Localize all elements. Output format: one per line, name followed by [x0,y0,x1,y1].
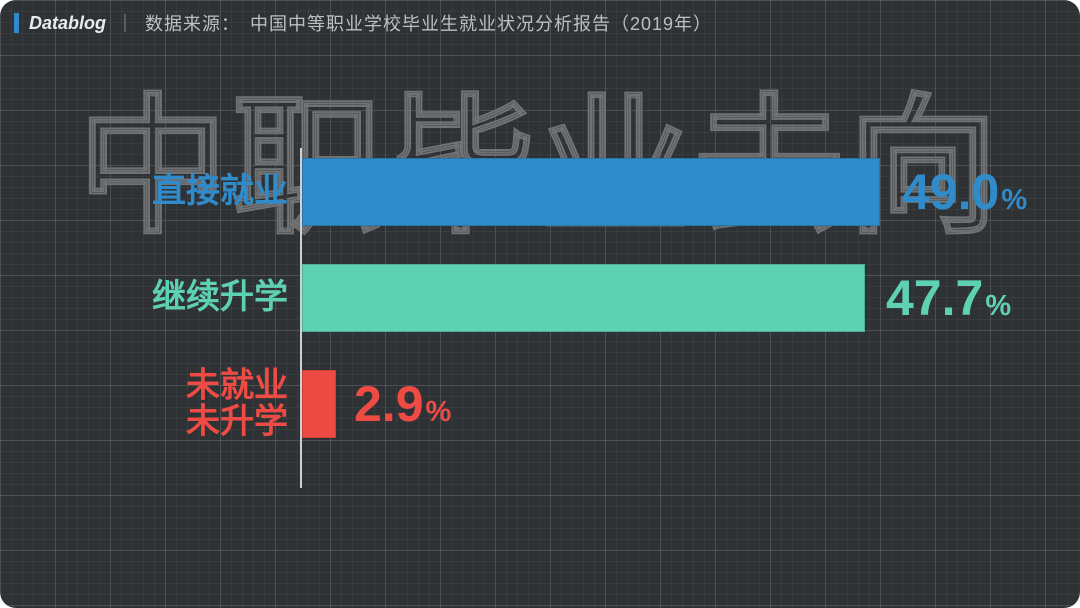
bar-value-number: 49.0 [902,164,999,220]
header: Datablog ｜ 数据来源： 中国中等职业学校毕业生就业状况分析报告（201… [14,10,712,36]
brand-name: Datablog [29,13,106,34]
bar-row-further-education: 继续升学 47.7% [0,264,1080,332]
source-text: 中国中等职业学校毕业生就业状况分析报告（2019年） [250,10,712,36]
bar-fill [302,158,880,226]
bar-value-number: 47.7 [886,270,983,326]
bar-row-neither: 未就业 未升学 2.9% [0,370,1080,438]
bar-value: 49.0% [902,158,1027,226]
percent-sign: % [985,290,1011,322]
bar-value: 2.9% [354,370,451,438]
bar-label: 继续升学 [152,280,288,316]
bar-fill [302,264,865,332]
bar-label: 未就业 未升学 [186,368,288,439]
bar-value-number: 2.9 [354,376,424,432]
bar-fill [302,370,336,438]
source-prefix: 数据来源： [145,10,240,36]
bar-value: 47.7% [886,264,1011,332]
bar-row-direct-employment: 直接就业 49.0% [0,158,1080,226]
header-divider: ｜ [116,10,135,36]
percent-sign: % [1001,184,1027,216]
percent-sign: % [426,396,452,428]
header-accent-bar [14,13,19,33]
bar-label: 直接就业 [152,174,288,210]
infographic-canvas: Datablog ｜ 数据来源： 中国中等职业学校毕业生就业状况分析报告（201… [0,0,1080,608]
